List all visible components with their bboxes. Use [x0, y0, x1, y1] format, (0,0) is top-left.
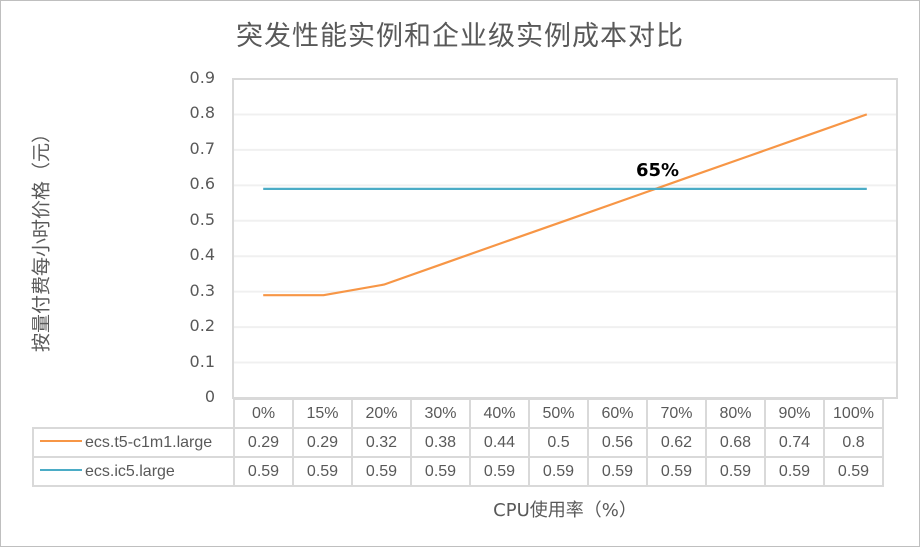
category-cell: 80% [705, 398, 766, 429]
category-cell: 100% [823, 398, 884, 429]
value-cell: 0.56 [587, 427, 648, 458]
y-tick-label: 0.8 [189, 103, 215, 123]
value-cell: 0.44 [469, 427, 530, 458]
category-cell: 20% [351, 398, 412, 429]
value-cell: 0.62 [646, 427, 707, 458]
value-cell: 0.38 [410, 427, 471, 458]
value-cell: 0.59 [646, 456, 707, 487]
category-cell: 0% [233, 398, 294, 429]
legend-label: ecs.t5-c1m1.large [85, 433, 213, 451]
category-cell: 50% [528, 398, 589, 429]
series-row-t5: ecs.t5-c1m1.large 0.29 0.29 0.32 0.38 0.… [32, 427, 884, 458]
value-cell: 0.59 [705, 456, 766, 487]
value-cell: 0.59 [292, 456, 353, 487]
category-cell: 15% [292, 398, 353, 429]
y-tick-label: 0.2 [189, 316, 215, 336]
y-tick-label: 0 [204, 387, 215, 406]
series-line-0 [263, 113, 868, 297]
value-cell: 0.59 [823, 456, 884, 487]
category-cell: 30% [410, 398, 471, 429]
plot-border [232, 78, 898, 399]
category-cell: 70% [646, 398, 707, 429]
value-cell: 0.59 [764, 456, 825, 487]
blue-line-swatch-icon [40, 469, 82, 472]
value-cell: 0.59 [528, 456, 589, 487]
data-table: 0% 15% 20% 30% 40% 50% 60% 70% 80% 90% 1… [32, 398, 884, 487]
y-tick-label: 0.1 [189, 351, 215, 371]
category-cell: 60% [587, 398, 648, 429]
chart-title: 突发性能实例和企业级实例成本对比 [236, 21, 684, 52]
value-cell: 0.29 [233, 427, 294, 458]
y-tick-label: 0.4 [189, 245, 215, 265]
value-cell: 0.68 [705, 427, 766, 458]
category-row: 0% 15% 20% 30% 40% 50% 60% 70% 80% 90% 1… [33, 398, 884, 429]
value-cell: 0.32 [351, 427, 412, 458]
value-cell: 0.59 [410, 456, 471, 487]
value-cell: 0.5 [528, 427, 589, 458]
y-tick-label: 0.9 [189, 68, 215, 87]
value-cell: 0.74 [764, 427, 825, 458]
y-tick-label: 0.6 [189, 174, 215, 194]
value-cell: 0.8 [823, 427, 884, 458]
value-cell: 0.29 [292, 427, 353, 458]
orange-line-swatch-icon [40, 440, 82, 443]
value-cell: 0.59 [587, 456, 648, 487]
legend-entry-ic5: ecs.ic5.large [32, 456, 235, 487]
category-cell: 40% [469, 398, 530, 429]
y-tick-label: 0.7 [189, 138, 215, 158]
value-cell: 0.59 [469, 456, 530, 487]
x-axis-label: CPU使用率（%） [493, 500, 637, 521]
y-tick-label: 0.3 [189, 280, 215, 300]
gridlines [233, 78, 897, 399]
series-row-ic5: ecs.ic5.large 0.59 0.59 0.59 0.59 0.59 0… [32, 456, 884, 487]
value-cell: 0.59 [233, 456, 294, 487]
legend-entry-t5: ecs.t5-c1m1.large [32, 427, 235, 458]
crossover-annotation: 65% [636, 160, 680, 181]
value-cell: 0.59 [351, 456, 412, 487]
table-corner [33, 399, 235, 429]
legend-label: ecs.ic5.large [85, 462, 175, 480]
y-tick-label: 0.5 [189, 209, 215, 229]
series-lines [263, 113, 868, 297]
category-cell: 90% [764, 398, 825, 429]
